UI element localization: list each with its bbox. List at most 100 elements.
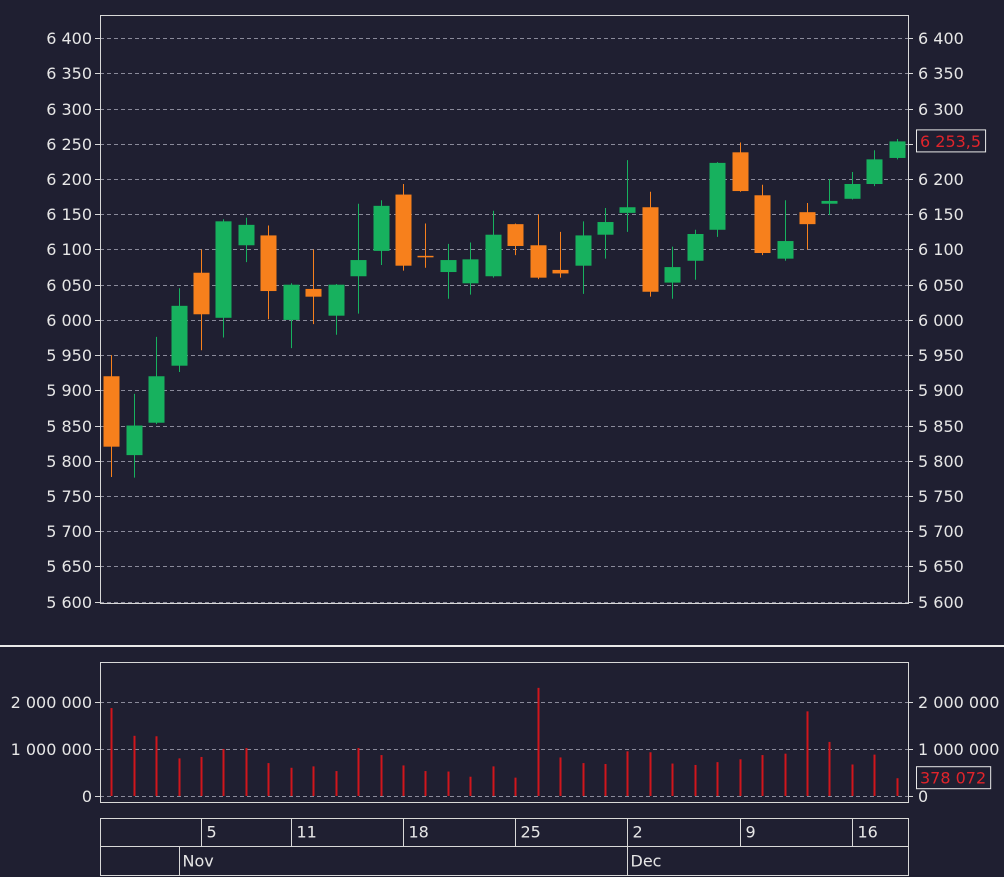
volume-bar — [335, 771, 338, 796]
x-tick-label: 2 — [633, 823, 643, 842]
volume-bar — [559, 757, 562, 796]
y-tick-label: 5 950 — [46, 346, 92, 365]
y2-tick-label: 5 750 — [918, 487, 964, 506]
y2-tick-label: 6 300 — [918, 100, 964, 119]
y-tick-label: 6 200 — [46, 170, 92, 189]
candle-body — [889, 141, 906, 158]
y-tick-label: 6 250 — [46, 135, 92, 154]
candle-body — [395, 194, 412, 266]
candle-body — [283, 284, 300, 320]
volume-bar — [222, 748, 225, 796]
y-tick-label: 5 700 — [46, 522, 92, 541]
volume-bar — [312, 766, 315, 796]
y-tick-label: 6 300 — [46, 100, 92, 119]
volume-bar — [784, 753, 787, 796]
x-tick-label: 9 — [746, 823, 756, 842]
chart-layer: 5 600 5 600 5 650 5 650 5 700 5 700 5 750 5 750… — [11, 29, 999, 876]
x-tick-label: 18 — [409, 823, 429, 842]
candle-body — [238, 224, 255, 246]
candle-body — [821, 200, 838, 204]
volume-bar — [806, 711, 809, 796]
volume-bar — [739, 759, 742, 796]
y-tick-label: 5 850 — [46, 417, 92, 436]
candle-body — [103, 376, 120, 447]
y-tick-label: 5 800 — [46, 452, 92, 471]
volume-bar — [402, 765, 405, 796]
candle-body — [597, 222, 614, 235]
candle-body — [462, 259, 479, 284]
y2-tick-label: 5 950 — [918, 346, 964, 365]
y-tick-label: 6 100 — [46, 240, 92, 259]
volume-bar — [110, 708, 113, 796]
y2-tick-label: 6 150 — [918, 205, 964, 224]
volume-bar — [380, 755, 383, 796]
candle-body — [440, 260, 457, 273]
candle-body — [709, 162, 726, 230]
volume-bar — [267, 763, 270, 796]
candle-body — [687, 234, 704, 261]
volume-bar — [200, 756, 203, 796]
last-value-marker: 378 072 — [916, 766, 992, 790]
volume-bar — [604, 764, 607, 796]
volume-bar — [896, 778, 899, 796]
volume-bar — [514, 777, 517, 796]
x-tick-label: 25 — [521, 823, 541, 842]
candle-body — [575, 235, 592, 266]
candle-body — [619, 207, 636, 213]
last-value-label: 6 253,5 — [920, 132, 981, 151]
volume-bar — [178, 758, 181, 796]
volume-panel-frame — [100, 662, 909, 803]
candle-body — [260, 235, 277, 292]
candle-body — [664, 267, 681, 283]
price-panel-frame — [100, 15, 909, 604]
last-value-box — [916, 766, 992, 790]
y2-tick-label: 6 350 — [918, 64, 964, 83]
candle-body — [417, 255, 434, 258]
candle-body — [373, 205, 390, 251]
volume-bar — [290, 767, 293, 796]
y2-tick-label: 5 600 — [918, 593, 964, 612]
candle-body — [485, 234, 502, 277]
volume-bar — [447, 771, 450, 796]
y-tick-label: 6 050 — [46, 276, 92, 295]
candle-body — [507, 224, 524, 246]
candle-body — [732, 152, 749, 192]
x-tick-label: 16 — [858, 823, 878, 842]
candle-body — [844, 184, 861, 199]
volume-bar — [851, 764, 854, 796]
candle-body — [530, 245, 547, 278]
y2-tick-label: 6 050 — [918, 276, 964, 295]
volume-bar — [357, 748, 360, 796]
candle-body — [126, 425, 143, 456]
volume-bar — [469, 776, 472, 796]
y-tick-label: 6 350 — [46, 64, 92, 83]
y-tick-label: 5 600 — [46, 593, 92, 612]
volume-bar — [626, 751, 629, 796]
candle-body — [552, 269, 569, 274]
volume-bar — [424, 771, 427, 796]
last-value-marker: 6 253,5 — [916, 129, 987, 153]
volume-bar — [671, 763, 674, 796]
candle-body — [215, 221, 232, 318]
y2-tick-label: 5 700 — [918, 522, 964, 541]
y2-tick-label: 6 100 — [918, 240, 964, 259]
volume-bar — [582, 763, 585, 796]
volume-bar — [716, 762, 719, 796]
candle-body — [777, 241, 794, 259]
candle-body — [171, 305, 188, 366]
y-tick-label: 0 — [82, 787, 92, 806]
y2-tick-label: 6 000 — [918, 311, 964, 330]
y-tick-label: 6 150 — [46, 205, 92, 224]
y-tick-label: 1 000 000 — [11, 740, 92, 759]
candle-body — [866, 159, 883, 185]
candle-body — [799, 212, 816, 225]
y-tick-label: 5 650 — [46, 557, 92, 576]
candle-body — [148, 376, 165, 423]
volume-bar — [828, 741, 831, 796]
volume-bar — [133, 735, 136, 796]
volume-bar — [492, 766, 495, 796]
y-tick-label: 5 750 — [46, 487, 92, 506]
x-tick-label: 11 — [297, 823, 317, 842]
y2-tick-label: 5 800 — [918, 452, 964, 471]
